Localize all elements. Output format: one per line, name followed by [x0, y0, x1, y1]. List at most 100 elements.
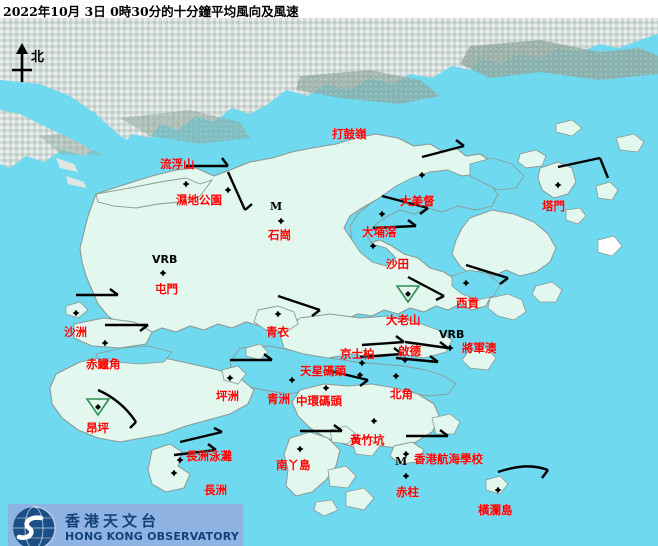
shek-o-peninsula	[431, 413, 461, 435]
lamma-island-shape	[283, 431, 341, 497]
station-flag-vrb: VRB	[439, 328, 465, 341]
southern-islet-1	[327, 465, 357, 489]
station-label-shek-kong: 石崗	[268, 228, 291, 242]
station-label-kai-tak: 啟德	[398, 344, 421, 358]
station-label-tuen-mun: 屯門	[155, 282, 178, 296]
station-label-tates-cairn: 大老山	[386, 313, 421, 327]
ne-island-4	[555, 119, 583, 137]
barb-cheung-chau-beach	[179, 426, 223, 444]
hko-logo-text: 香港天文台 HONG KONG OBSERVATORY	[65, 512, 240, 544]
station-marker-icon	[494, 486, 502, 494]
station-marker-icon	[274, 310, 282, 318]
barb-tates-cairn	[407, 275, 445, 302]
cheung-chau-island	[147, 443, 191, 493]
victoria-harbour-water	[229, 345, 457, 397]
station-flag-vrb: VRB	[152, 253, 178, 266]
north-arrow: 北	[4, 40, 58, 88]
mainland-vegetation-west	[120, 110, 250, 144]
station-label-wetland-park: 濕地公園	[176, 193, 222, 207]
sai-kung-island-2	[531, 281, 563, 303]
peng-chau-island	[221, 365, 247, 385]
station-marker-icon	[182, 180, 190, 188]
barb-sai-kung	[465, 263, 509, 285]
station-marker-icon	[358, 359, 366, 367]
barb-central-pier	[325, 368, 369, 387]
hong-kong-island	[291, 383, 441, 451]
station-marker-icon	[402, 450, 410, 458]
station-label-tai-po-kau: 大埔滘	[362, 225, 397, 239]
tap-mun-island	[537, 161, 577, 199]
station-marker-icon	[462, 279, 470, 287]
barb-tap-mun	[557, 156, 610, 179]
north-arrow-label: 北	[31, 50, 45, 65]
station-marker-icon	[356, 371, 364, 379]
station-label-tsing-yi: 青衣	[266, 325, 289, 339]
barb-sha-tin	[372, 219, 417, 230]
title-bar: 2022年10月 3日 0時30分的十分鐘平均風向及風速	[0, 0, 658, 19]
station-label-lau-fau-shan: 流浮山	[160, 157, 195, 171]
station-label-tai-mei-tuk: 大美督	[400, 194, 435, 208]
waglan-island-shape	[485, 475, 509, 495]
islet-deep-bay-2	[66, 176, 86, 188]
ne-island-2	[565, 207, 587, 225]
station-marker-icon	[170, 469, 178, 477]
station-label-ngong-ping: 昂坪	[86, 421, 109, 435]
station-flag-m: M	[270, 200, 283, 213]
barb-sha-chau	[76, 288, 119, 297]
map-canvas: 流浮山 濕地公園 M 石崗 打鼓嶺 大美督 大埔滘 沙田 塔門 西貢 VRB 屯門 青衣 大老山 VRB 將軍…	[0, 18, 658, 546]
hilltop-station-icon	[395, 285, 421, 304]
barb-wetland-park	[226, 171, 253, 211]
southern-islet-2	[345, 487, 375, 511]
station-label-peng-chau: 坪洲	[216, 389, 239, 403]
far-east-islet	[597, 235, 623, 257]
station-label-wong-chuk-hang: 黃竹坑	[350, 433, 385, 447]
mainland-vegetation-central	[296, 70, 440, 104]
deep-bay-water	[0, 80, 150, 168]
station-marker-icon	[226, 374, 234, 382]
station-label-cheung-chau-beach: 長洲泳灘	[186, 449, 232, 463]
hko-logo: 香港天文台 HONG KONG OBSERVATORY	[8, 504, 243, 546]
wind-barb-layer	[76, 139, 610, 479]
hko-logo-english: HONG KONG OBSERVATORY	[65, 530, 240, 543]
barb-tai-mei-tuk	[421, 139, 465, 159]
kowloon-peninsula	[279, 313, 453, 359]
station-marker-icon	[370, 417, 378, 425]
hilltop-station-icon	[85, 398, 111, 417]
barb-tsing-yi	[277, 294, 321, 317]
barb-kings-park	[361, 335, 405, 347]
station-label-ta-kwu-ling: 打鼓嶺	[332, 127, 367, 141]
barb-kai-tak	[404, 340, 449, 350]
barb-cheung-chau	[173, 443, 217, 457]
station-label-sai-kung: 西貢	[456, 296, 479, 310]
station-marker-icon	[401, 356, 409, 364]
barb-ngong-ping	[97, 388, 137, 429]
hko-logo-chinese: 香港天文台	[65, 512, 161, 530]
station-marker-icon	[101, 339, 109, 347]
barb-lamma-island	[300, 424, 343, 433]
station-marker-icon	[392, 372, 400, 380]
sai-kung-bay-water	[451, 269, 501, 301]
station-label-north-point: 北角	[390, 387, 413, 401]
barb-tai-po-kau	[381, 194, 429, 215]
station-label-hk-sea-school: 香港航海學校	[414, 452, 483, 466]
sai-kung-outer-island	[487, 293, 527, 321]
mainland-vegetation-east	[460, 40, 658, 80]
barb-chek-lap-kok	[105, 323, 149, 332]
islet-deep-bay-1	[56, 158, 78, 172]
barb-hk-sea-school	[406, 429, 449, 438]
station-label-sha-chau: 沙洲	[64, 325, 87, 339]
station-flag-m: M	[395, 455, 408, 468]
station-marker-icon	[277, 217, 285, 225]
station-label-sha-tin: 沙田	[386, 257, 409, 271]
station-marker-icon	[418, 171, 426, 179]
hko-emblem-icon	[13, 506, 56, 546]
ne-island-3	[615, 133, 645, 153]
station-marker-icon	[296, 445, 304, 453]
station-marker-icon	[176, 456, 184, 464]
north-arrow-icon	[12, 43, 32, 82]
station-marker-icon	[402, 472, 410, 480]
station-marker-icon	[224, 186, 232, 194]
tung-chung-bay-water	[95, 345, 173, 365]
tap-mun-north-islet	[517, 149, 547, 169]
